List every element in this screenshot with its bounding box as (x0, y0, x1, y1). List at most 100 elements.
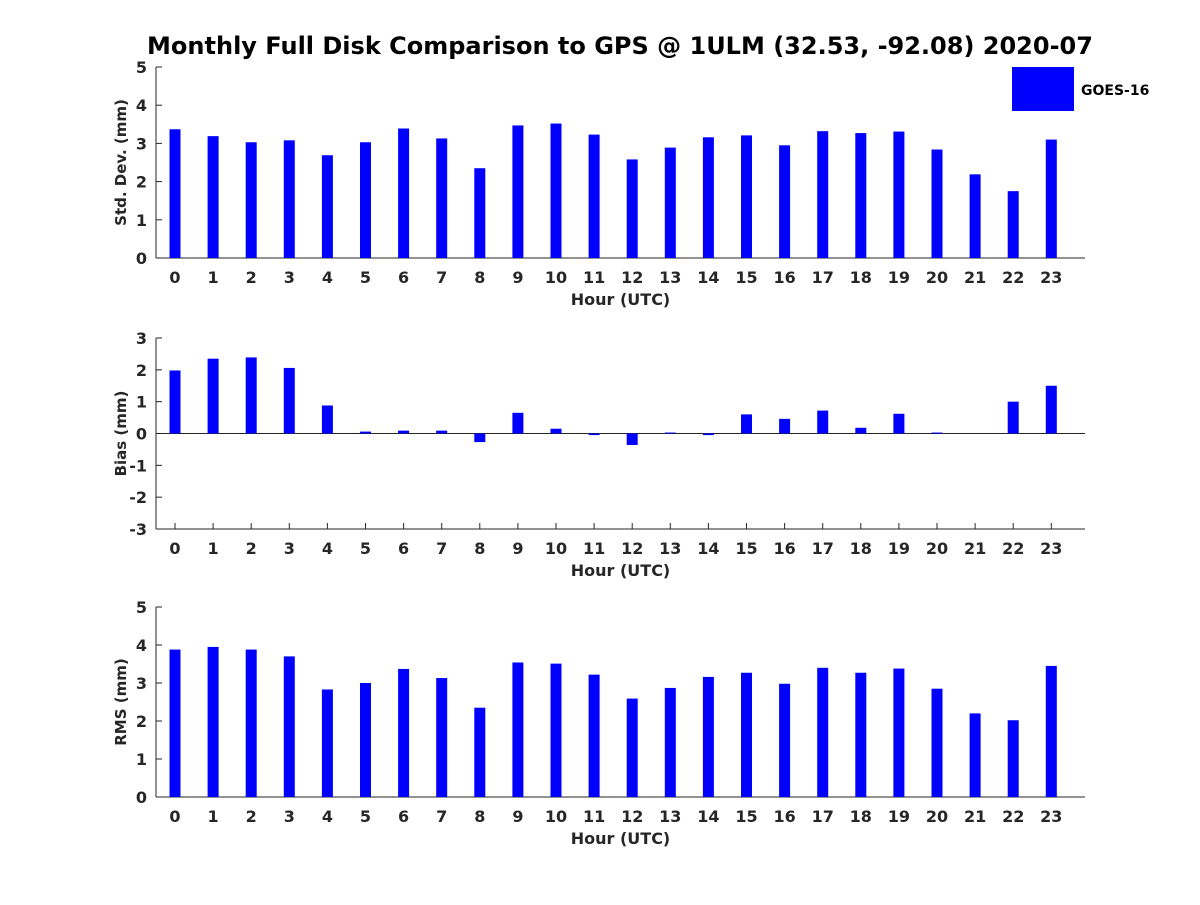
y-tick-label: -2 (129, 488, 147, 507)
x-tick-label: 0 (169, 539, 180, 558)
x-tick-label: 15 (735, 539, 757, 558)
bar (436, 430, 448, 434)
bar (321, 405, 333, 434)
x-tick-label: 5 (360, 268, 371, 287)
x-tick-label: 4 (322, 807, 333, 826)
bar (664, 147, 676, 258)
bar (398, 128, 410, 258)
y-axis-label: Bias (mm) (112, 391, 130, 477)
bar (169, 370, 181, 434)
x-tick-label: 0 (169, 807, 180, 826)
x-tick-label: 12 (621, 539, 643, 558)
y-axis-label: Std. Dev. (mm) (112, 99, 130, 226)
x-tick-label: 19 (888, 807, 910, 826)
x-tick-label: 12 (621, 807, 643, 826)
bar (245, 649, 257, 797)
legend: GOES-16 (1012, 67, 1149, 111)
bar (664, 687, 676, 797)
x-tick-label: 0 (169, 268, 180, 287)
bar (398, 668, 410, 797)
y-tick-label: 5 (136, 58, 147, 77)
y-tick-label: -3 (129, 520, 147, 539)
bar (741, 135, 752, 258)
y-tick-label: -1 (129, 456, 147, 475)
bar (1045, 385, 1057, 434)
bar (779, 418, 791, 434)
bar (207, 358, 219, 434)
x-tick-label: 6 (398, 807, 409, 826)
x-tick-label: 2 (246, 268, 257, 287)
x-tick-label: 9 (512, 539, 523, 558)
bar (283, 656, 295, 797)
bar (1007, 720, 1019, 797)
bar (1045, 139, 1057, 258)
x-tick-label: 1 (208, 539, 219, 558)
bar (626, 698, 638, 797)
bar (817, 410, 829, 434)
y-tick-label: 4 (136, 636, 147, 655)
x-tick-label: 16 (773, 807, 795, 826)
x-tick-label: 8 (474, 268, 485, 287)
x-tick-label: 21 (964, 807, 986, 826)
y-tick-label: 1 (136, 393, 147, 412)
bar (474, 707, 486, 797)
x-tick-label: 20 (926, 807, 948, 826)
bar (436, 678, 448, 797)
x-tick-label: 4 (322, 268, 333, 287)
x-tick-label: 4 (322, 539, 333, 558)
x-tick-label: 10 (545, 539, 567, 558)
bar (702, 433, 714, 436)
bar (817, 131, 829, 258)
bar (969, 713, 981, 797)
bar (702, 137, 714, 258)
bar (360, 142, 371, 258)
x-tick-label: 21 (964, 268, 986, 287)
x-tick-label: 23 (1040, 807, 1062, 826)
bar (893, 131, 905, 258)
x-tick-label: 11 (583, 539, 605, 558)
y-tick-label: 4 (136, 96, 147, 115)
x-tick-label: 13 (659, 268, 681, 287)
bar (283, 140, 295, 258)
x-tick-label: 18 (850, 268, 872, 287)
bar (321, 689, 333, 797)
y-axis-label: RMS (mm) (112, 658, 130, 745)
y-tick-label: 2 (136, 173, 147, 192)
x-tick-label: 3 (284, 807, 295, 826)
x-tick-label: 9 (512, 807, 523, 826)
bar (474, 168, 486, 258)
x-tick-label: 17 (812, 268, 834, 287)
bar (207, 646, 219, 797)
bar (626, 433, 638, 445)
bar (169, 129, 181, 258)
y-tick-label: 0 (136, 249, 147, 268)
x-tick-label: 19 (888, 268, 910, 287)
x-tick-label: 17 (812, 807, 834, 826)
bar (855, 672, 867, 797)
y-tick-label: 2 (136, 712, 147, 731)
x-tick-label: 12 (621, 268, 643, 287)
x-tick-label: 20 (926, 539, 948, 558)
x-tick-label: 10 (545, 268, 567, 287)
x-tick-label: 22 (1002, 539, 1024, 558)
bar (702, 676, 714, 797)
bar (893, 413, 905, 434)
bar (779, 683, 791, 797)
x-tick-label: 22 (1002, 268, 1024, 287)
bar (360, 683, 371, 797)
x-tick-label: 14 (697, 807, 719, 826)
x-tick-label: 23 (1040, 268, 1062, 287)
x-tick-label: 22 (1002, 807, 1024, 826)
y-tick-label: 0 (136, 425, 147, 444)
bar (855, 427, 867, 434)
bar (550, 428, 562, 434)
x-tick-label: 5 (360, 807, 371, 826)
legend-label-goes-16: GOES-16 (1081, 83, 1149, 99)
bar (893, 668, 905, 797)
bar (588, 674, 600, 797)
bar (512, 412, 524, 434)
x-tick-label: 2 (246, 807, 257, 826)
